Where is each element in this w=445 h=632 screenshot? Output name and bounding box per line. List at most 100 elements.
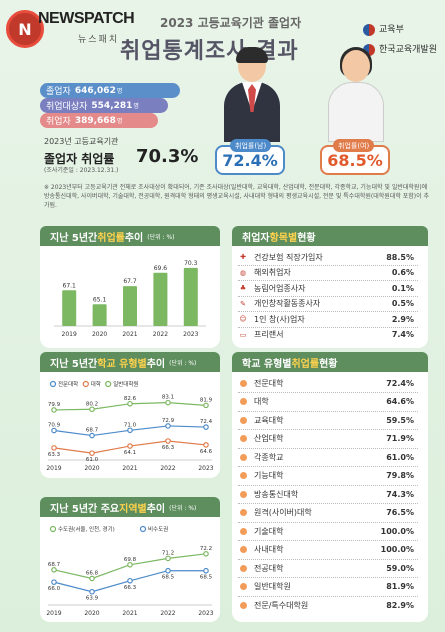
x-tick-2022: 2022 <box>153 331 168 338</box>
base-date: (조사기준일 : 2023.12.31.) <box>44 167 119 174</box>
graduates-label: 졸업자 <box>46 87 71 97</box>
category-value: 0.5% <box>391 299 414 308</box>
bar-2021 <box>123 286 137 326</box>
point-0-1 <box>89 432 95 439</box>
bullet-icon <box>238 545 248 555</box>
point-label-1-0: 66.0 <box>48 586 61 592</box>
point-0-2 <box>127 561 133 568</box>
category-row: ▭ 프리랜서 7.4% <box>232 328 422 342</box>
laptop-icon: ▭ <box>239 330 247 339</box>
school-row: 기술대학 100.0% <box>232 524 422 538</box>
male-graduate-illustration <box>222 47 282 142</box>
five-year-rate-chart: 67.1 2019 65.1 2020 67.7 2021 69.6 2022 70.3 2023 <box>54 260 206 338</box>
school-value: 72.4% <box>386 378 414 388</box>
region-trend-title: 지난 5년간 주요 지역별 추이 (단위 : %) <box>40 497 220 517</box>
bullet-icon <box>238 582 248 592</box>
bar-2022 <box>153 272 168 326</box>
title-text: 지난 5년간 주요 <box>50 503 120 515</box>
five-year-rate-title: 지난 5년간 취업률 추이 (단위 : %) <box>40 226 220 246</box>
survey-note: ※ 2023년부터 고등교육기관 전체로 조사대상이 확대되어, 기존 조사대상… <box>44 184 430 209</box>
region-trend-panel <box>40 497 220 622</box>
category-label: 개인창작활동종사자 <box>254 299 321 308</box>
logo-mark-icon: N <box>6 10 44 48</box>
row-divider <box>238 521 418 523</box>
bullet-icon <box>238 415 248 425</box>
school-label: 각종학교 <box>254 452 284 462</box>
bar-label-2020: 65.1 <box>93 296 107 303</box>
school-label: 전문대학 <box>254 378 284 388</box>
category-value: 2.9% <box>391 314 414 324</box>
point-label-2-0: 79.9 <box>48 402 61 408</box>
category-label: 1인 창(사)업자 <box>254 314 305 324</box>
bullet-icon <box>238 471 248 481</box>
x-tick-2023: 2023 <box>183 331 198 338</box>
row-divider <box>238 264 418 266</box>
school-type-status-list: 전문대학 72.4% 대학 64.6% 교육대학 59.5% 산업대학 71.9% 각종학교 61… <box>232 376 428 620</box>
point-1-2 <box>127 577 133 584</box>
category-value: 0.6% <box>391 268 414 277</box>
target-pill: 취업대상자 554,281 명 <box>40 98 168 113</box>
category-label: 해외취업자 <box>254 268 291 277</box>
ministry-emblem-icon <box>363 24 376 36</box>
x-tick-2020: 2020 <box>84 465 99 472</box>
school-row: 방송통신대학 74.3% <box>232 487 422 501</box>
unit-label: (단위 : %) <box>169 359 197 367</box>
title-highlight: 학교 유형별 <box>97 358 147 370</box>
point-2-1 <box>89 406 95 413</box>
x-tick-2022: 2022 <box>160 610 175 617</box>
x-tick-2023: 2023 <box>198 610 213 617</box>
male-rate-tag: 취업률(남) <box>230 139 272 152</box>
target-unit: 명 <box>133 103 139 110</box>
school-row: 일반대학원 81.9% <box>232 580 422 594</box>
school-value: 61.0% <box>386 452 414 462</box>
category-row: ☺ 1인 창(사)업자 2.9% <box>232 312 422 326</box>
bullet-icon <box>238 563 248 573</box>
point-0-0 <box>51 566 57 573</box>
point-2-2 <box>127 400 133 407</box>
row-divider <box>238 295 418 297</box>
school-label: 전문/특수대학원 <box>254 600 309 610</box>
rate-sub-label: 2023년 고등교육기관 <box>44 137 119 146</box>
school-value: 79.8% <box>386 471 414 480</box>
category-row: ◍ 해외취업자 0.6% <box>232 266 422 280</box>
point-label-1-4: 68.5 <box>200 575 213 581</box>
school-row: 사내대학 100.0% <box>232 543 422 557</box>
school-value: 76.5% <box>386 508 414 517</box>
title-text: 지난 5년간 <box>50 232 98 244</box>
title-text: 취업자 <box>242 232 270 244</box>
x-tick-2021: 2021 <box>122 465 137 472</box>
school-type-trend-chart: 전문대학 대학 일반대학원 70.9 68.7 71.0 72.9 72.4 63.3 61.0 6… <box>46 380 213 472</box>
school-row: 산업대학 71.9% <box>232 432 422 446</box>
school-type-trend-title: 지난 5년간 학교 유형별 추이 (단위 : %) <box>40 352 220 372</box>
school-label: 일반대학원 <box>254 582 291 591</box>
globe-icon: ◍ <box>239 268 247 277</box>
header-subtitle: 2023 고등교육기관 졸업자 <box>160 16 302 30</box>
school-label: 원격(사이버)대학 <box>254 508 312 517</box>
title-highlight: 항목별 <box>269 232 298 244</box>
title-highlight: 지역별 <box>119 503 147 515</box>
x-tick-2021: 2021 <box>122 331 137 338</box>
point-label-1-1: 61.0 <box>86 457 99 463</box>
bar-label-2023: 70.3 <box>184 260 198 267</box>
male-rate-box: 72.4% <box>215 145 285 175</box>
row-divider <box>238 429 418 430</box>
school-value: 100.0% <box>380 545 414 554</box>
title-text-end: 추이 <box>146 358 166 370</box>
category-value: 0.1% <box>391 283 414 293</box>
row-divider <box>238 595 418 597</box>
bullet-icon <box>238 526 248 536</box>
legend-label-2: 일반대학원 <box>113 380 138 388</box>
title-text-end: 추이 <box>146 503 166 515</box>
female-rate-tag: 취업률(여) <box>333 139 375 152</box>
school-row: 전문/특수대학원 82.9% <box>232 598 422 612</box>
graduates-value: 646,062 <box>74 85 116 96</box>
category-label: 프리랜서 <box>254 330 284 339</box>
school-value: 82.9% <box>386 600 414 610</box>
school-row: 전공대학 59.0% <box>232 561 422 575</box>
point-label-0-4: 72.2 <box>200 546 212 552</box>
point-label-0-0: 70.9 <box>48 423 61 429</box>
bar-label-2019: 67.1 <box>63 282 77 289</box>
school-value: 71.9% <box>386 434 414 443</box>
school-label: 교육대학 <box>254 415 284 425</box>
